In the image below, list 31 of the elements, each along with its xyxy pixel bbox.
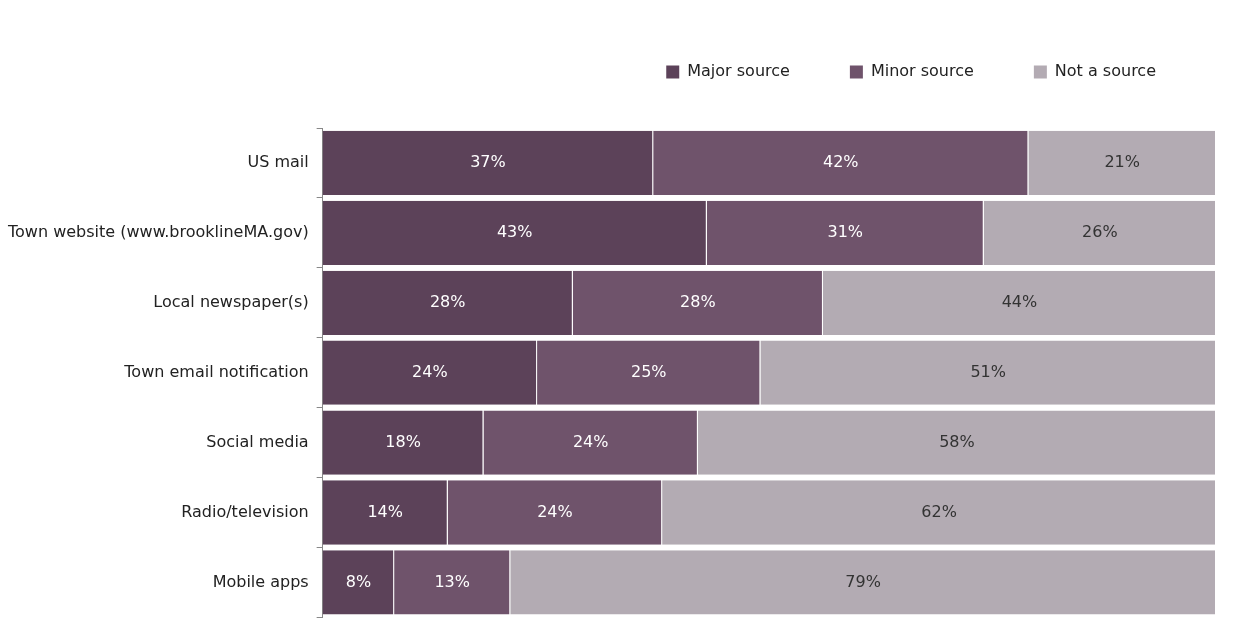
data-label: 62%	[921, 501, 957, 521]
data-label: 26%	[1082, 222, 1118, 242]
data-label: 13%	[434, 571, 470, 591]
data-label: 58%	[939, 431, 975, 451]
data-label: 42%	[823, 152, 859, 172]
legend-label: Minor source	[870, 61, 974, 81]
y-tick-label: Social media	[206, 431, 309, 451]
y-tick-label: Radio/television	[181, 501, 309, 521]
y-tick-label: US mail	[247, 152, 309, 172]
y-tick-label: Town email notification	[123, 361, 309, 381]
data-label: 31%	[827, 222, 864, 242]
legend-label: Not a source	[1054, 61, 1156, 81]
data-label: 43%	[496, 222, 533, 242]
data-label: 51%	[970, 361, 1006, 381]
data-label: 37%	[470, 152, 506, 172]
data-label: 24%	[572, 431, 609, 451]
data-label: 79%	[845, 571, 881, 591]
data-label: 25%	[630, 361, 667, 381]
data-label: 28%	[680, 291, 716, 311]
data-label: 21%	[1104, 152, 1140, 172]
data-label: 8%	[345, 571, 372, 591]
data-label: 24%	[537, 501, 573, 521]
data-label: 28%	[429, 291, 466, 311]
y-tick-label: Town website (www.brooklineMA.gov)	[7, 222, 309, 242]
data-label: 18%	[385, 431, 421, 451]
data-label: 14%	[367, 501, 403, 521]
data-label: 44%	[1001, 291, 1038, 311]
y-tick-label: Local newspaper(s)	[153, 291, 309, 311]
data-label: 24%	[412, 361, 448, 381]
legend-label: Major source	[687, 61, 790, 81]
y-tick-label: Mobile apps	[212, 571, 309, 591]
